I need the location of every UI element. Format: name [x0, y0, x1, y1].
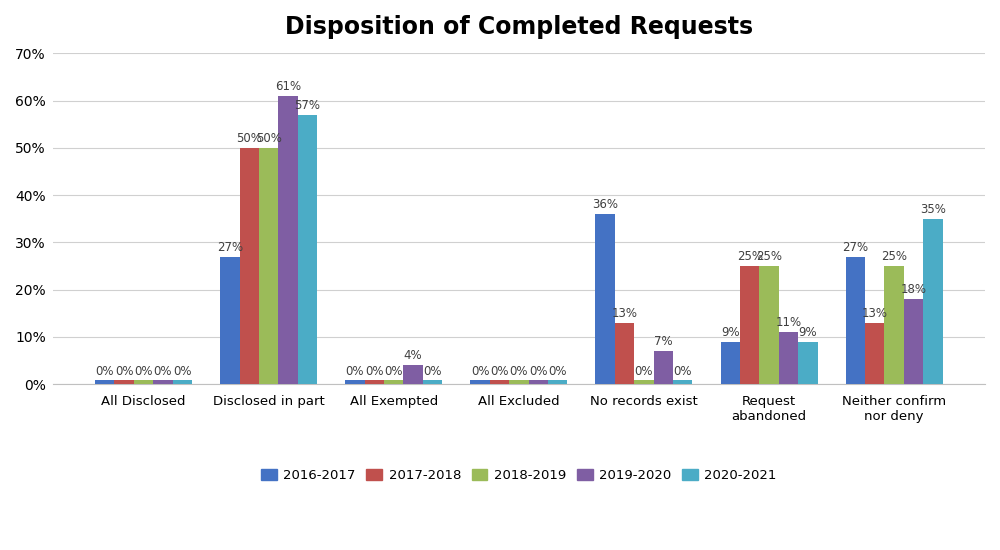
Bar: [240, 148, 259, 384]
Bar: [384, 381, 403, 384]
Bar: [403, 365, 423, 384]
Bar: [548, 381, 567, 384]
Text: 0%: 0%: [673, 366, 692, 378]
Bar: [779, 332, 798, 384]
Text: 25%: 25%: [756, 250, 782, 263]
Text: 18%: 18%: [901, 283, 927, 296]
Bar: [509, 381, 529, 384]
Text: 13%: 13%: [862, 307, 888, 320]
Bar: [220, 257, 240, 384]
Bar: [298, 115, 317, 384]
Bar: [798, 342, 818, 384]
Legend: 2016-2017, 2017-2018, 2018-2019, 2019-2020, 2020-2021: 2016-2017, 2017-2018, 2018-2019, 2019-20…: [256, 464, 782, 487]
Text: 0%: 0%: [423, 366, 442, 378]
Bar: [721, 342, 740, 384]
Bar: [153, 381, 173, 384]
Text: 50%: 50%: [236, 132, 262, 145]
Bar: [95, 381, 114, 384]
Title: Disposition of Completed Requests: Disposition of Completed Requests: [285, 15, 753, 39]
Bar: [923, 219, 943, 384]
Text: 25%: 25%: [881, 250, 907, 263]
Text: 0%: 0%: [529, 366, 547, 378]
Bar: [654, 351, 673, 384]
Bar: [365, 381, 384, 384]
Text: 9%: 9%: [799, 326, 817, 339]
Text: 0%: 0%: [548, 366, 567, 378]
Bar: [490, 381, 509, 384]
Text: 57%: 57%: [294, 99, 320, 112]
Bar: [846, 257, 865, 384]
Text: 0%: 0%: [510, 366, 528, 378]
Text: 36%: 36%: [592, 198, 618, 211]
Bar: [595, 214, 615, 384]
Bar: [884, 266, 904, 384]
Bar: [423, 381, 442, 384]
Bar: [114, 381, 134, 384]
Bar: [345, 381, 365, 384]
Text: 27%: 27%: [842, 241, 868, 254]
Text: 35%: 35%: [920, 203, 946, 216]
Text: 0%: 0%: [115, 366, 133, 378]
Bar: [865, 323, 884, 384]
Text: 0%: 0%: [384, 366, 403, 378]
Text: 27%: 27%: [217, 241, 243, 254]
Text: 0%: 0%: [346, 366, 364, 378]
Bar: [134, 381, 153, 384]
Bar: [259, 148, 278, 384]
Text: 0%: 0%: [635, 366, 653, 378]
Text: 0%: 0%: [134, 366, 153, 378]
Text: 0%: 0%: [365, 366, 384, 378]
Bar: [173, 381, 192, 384]
Text: 25%: 25%: [737, 250, 763, 263]
Bar: [470, 381, 490, 384]
Bar: [904, 299, 923, 384]
Bar: [634, 381, 654, 384]
Bar: [529, 381, 548, 384]
Text: 0%: 0%: [96, 366, 114, 378]
Text: 13%: 13%: [612, 307, 638, 320]
Text: 0%: 0%: [490, 366, 509, 378]
Bar: [673, 381, 692, 384]
Text: 9%: 9%: [721, 326, 740, 339]
Text: 50%: 50%: [256, 132, 282, 145]
Bar: [759, 266, 779, 384]
Bar: [278, 96, 298, 384]
Text: 7%: 7%: [654, 336, 673, 348]
Text: 0%: 0%: [173, 366, 192, 378]
Bar: [740, 266, 759, 384]
Text: 0%: 0%: [154, 366, 172, 378]
Text: 0%: 0%: [471, 366, 489, 378]
Text: 4%: 4%: [404, 349, 422, 362]
Bar: [615, 323, 634, 384]
Text: 11%: 11%: [775, 316, 801, 329]
Text: 61%: 61%: [275, 80, 301, 93]
